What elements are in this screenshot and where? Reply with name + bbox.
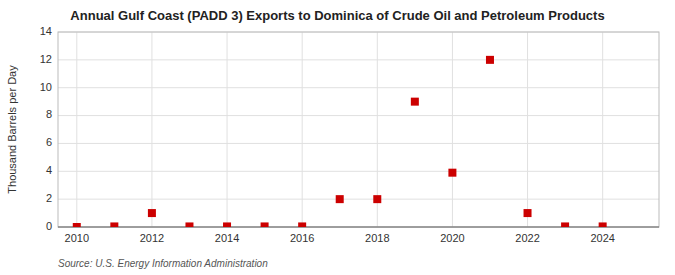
- y-tick-label: 4: [46, 164, 52, 176]
- point: [261, 222, 269, 227]
- point: [411, 98, 419, 106]
- x-grid-line: [227, 32, 228, 227]
- x-tick-label: 2014: [215, 232, 239, 244]
- y-tick-label: 2: [46, 192, 52, 204]
- x-tick-label: 2010: [65, 232, 89, 244]
- x-tick-label: 2024: [590, 232, 614, 244]
- ticks: 0 2 4 6 8 10 12 14 2010 2012 2014 2016 2018 2020 2022 2…: [40, 25, 615, 244]
- y-tick-label: 0: [46, 220, 52, 232]
- x-grid-line: [527, 32, 528, 227]
- point: [373, 195, 381, 203]
- x-tick-label: 2018: [365, 232, 389, 244]
- chart-title: Annual Gulf Coast (PADD 3) Exports to Do…: [70, 8, 604, 23]
- point: [486, 56, 494, 64]
- chart-svg: 0 2 4 6 8 10 12 14 2010 2012 2014 2016 2018 2020 2022 2…: [0, 0, 675, 275]
- y-tick-label: 6: [46, 136, 52, 148]
- point: [448, 169, 456, 177]
- y-tick-label: 10: [40, 81, 52, 93]
- y-grid-line: [58, 199, 659, 200]
- x-tick-label: 2016: [290, 232, 314, 244]
- source-note: Source: U.S. Energy Information Administ…: [58, 258, 268, 269]
- y-tick-label: 14: [40, 25, 52, 37]
- point: [561, 222, 569, 227]
- y-axis-label: Thousand Barrels per Day: [6, 65, 18, 194]
- point: [110, 222, 118, 227]
- y-grid-line: [58, 87, 659, 88]
- y-tick-label: 8: [46, 108, 52, 120]
- plot-frame: [58, 32, 659, 227]
- point: [223, 222, 231, 227]
- y-tick-label: 12: [40, 53, 52, 65]
- x-grid-line: [76, 32, 77, 227]
- x-grid-line: [151, 32, 152, 227]
- x-grid-line: [302, 32, 303, 227]
- point: [524, 209, 532, 217]
- grid: [58, 32, 659, 227]
- points: [73, 56, 607, 227]
- point: [185, 222, 193, 227]
- x-tick-label: 2012: [140, 232, 164, 244]
- point: [599, 222, 607, 227]
- y-grid-line: [58, 59, 659, 60]
- y-grid-line: [58, 115, 659, 116]
- x-tick-label: 2022: [515, 232, 539, 244]
- y-grid-line: [58, 143, 659, 144]
- x-tick-label: 2020: [440, 232, 464, 244]
- chart-container: 0 2 4 6 8 10 12 14 2010 2012 2014 2016 2018 2020 2022 2…: [0, 0, 675, 275]
- point: [73, 223, 81, 227]
- point: [336, 195, 344, 203]
- y-grid-line: [58, 171, 659, 172]
- point: [298, 222, 306, 227]
- x-grid-line: [452, 32, 453, 227]
- point: [148, 209, 156, 217]
- x-grid-line: [602, 32, 603, 227]
